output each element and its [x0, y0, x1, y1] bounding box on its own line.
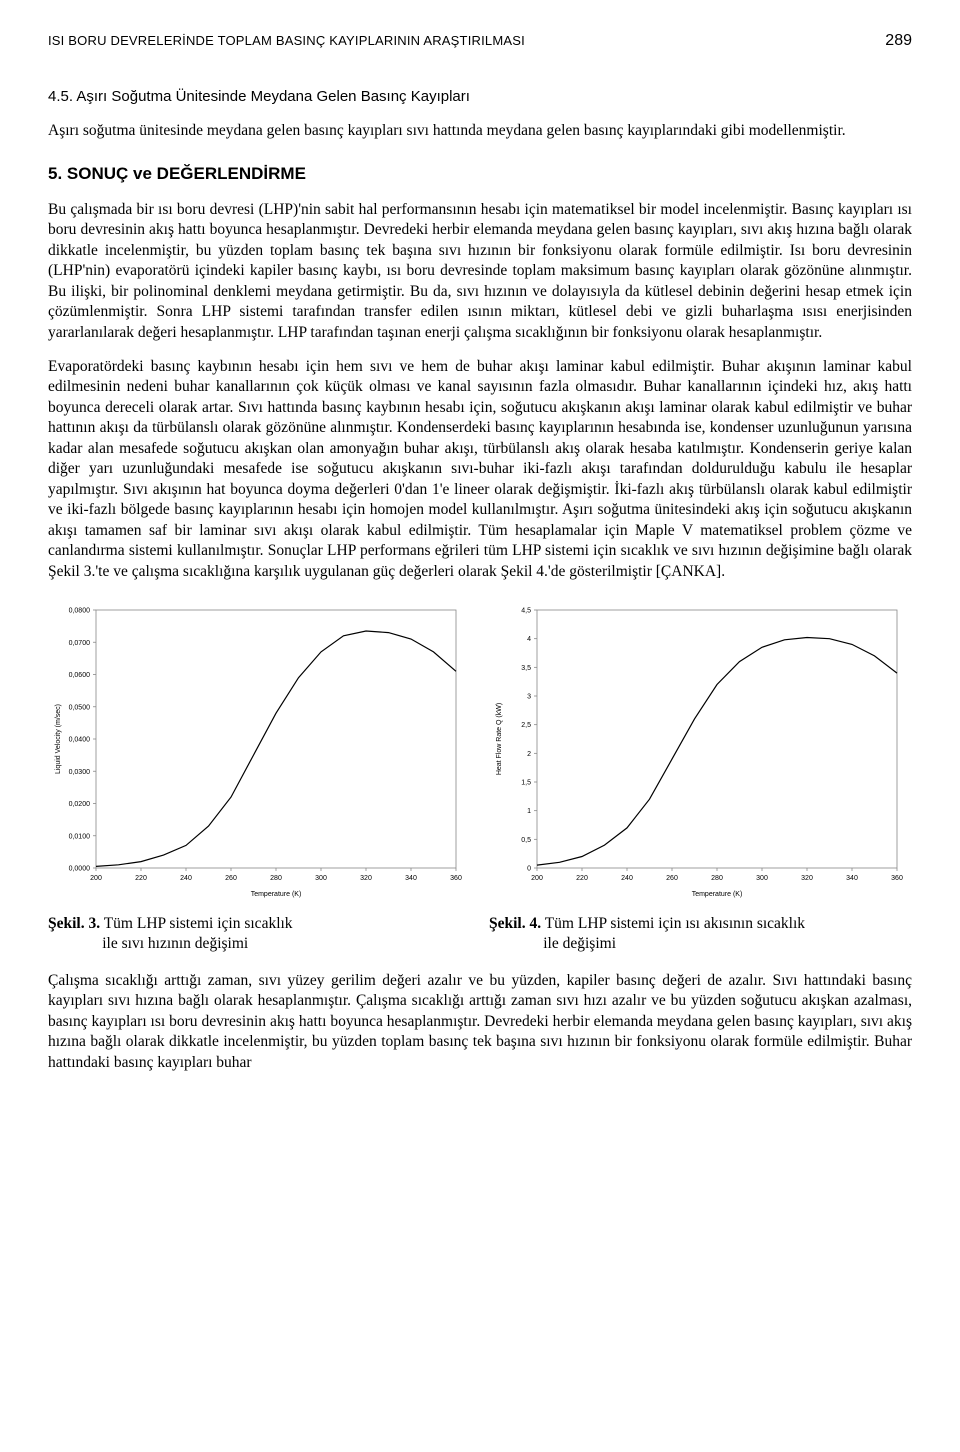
- svg-text:0,0400: 0,0400: [69, 736, 91, 743]
- svg-text:0,0000: 0,0000: [69, 865, 91, 872]
- svg-text:240: 240: [180, 875, 192, 882]
- svg-text:320: 320: [360, 875, 372, 882]
- subsection-heading: 4.5. Aşırı Soğutma Ünitesinde Meydana Ge…: [48, 87, 912, 107]
- caption-left-label: Şekil. 3.: [48, 915, 100, 932]
- svg-text:240: 240: [621, 875, 633, 882]
- paragraph-3: Çalışma sıcaklığı arttığı zaman, sıvı yü…: [48, 971, 912, 1073]
- svg-text:3: 3: [527, 693, 531, 700]
- subsection-title: Aşırı Soğutma Ünitesinde Meydana Gelen B…: [76, 88, 470, 105]
- svg-text:320: 320: [801, 875, 813, 882]
- svg-text:0: 0: [527, 865, 531, 872]
- svg-text:4,5: 4,5: [521, 607, 531, 614]
- chart-right-wrap: 0 0,5 1 1,5 2 2,5 3 3,5 4 4,5 200 220 240 260 280 300 32…: [489, 602, 912, 902]
- svg-text:280: 280: [711, 875, 723, 882]
- svg-text:2,5: 2,5: [521, 722, 531, 729]
- svg-text:360: 360: [450, 875, 462, 882]
- svg-text:0,0100: 0,0100: [69, 833, 91, 840]
- running-title: ISI BORU DEVRELERİNDE TOPLAM BASINÇ KAYI…: [48, 32, 525, 49]
- liquid-velocity-chart: 0,0000 0,0100 0,0200 0,0300 0,0400 0,0500 0,06…: [48, 602, 468, 902]
- svg-text:0,0800: 0,0800: [69, 607, 91, 614]
- caption-right: Şekil. 4. Tüm LHP sistemi için ısı akısı…: [489, 914, 912, 955]
- svg-text:360: 360: [891, 875, 903, 882]
- captions-row: Şekil. 3. Tüm LHP sistemi için sıcaklık …: [48, 914, 912, 955]
- charts-row: 0,0000 0,0100 0,0200 0,0300 0,0400 0,0500 0,06…: [48, 602, 912, 902]
- svg-text:0,0500: 0,0500: [69, 704, 91, 711]
- svg-text:280: 280: [270, 875, 282, 882]
- svg-text:1: 1: [527, 808, 531, 815]
- caption-left: Şekil. 3. Tüm LHP sistemi için sıcaklık …: [48, 914, 471, 955]
- running-header: ISI BORU DEVRELERİNDE TOPLAM BASINÇ KAYI…: [48, 30, 912, 51]
- heat-flow-chart: 0 0,5 1 1,5 2 2,5 3 3,5 4 4,5 200 220 240 260 280 300 32…: [489, 602, 909, 902]
- svg-text:300: 300: [315, 875, 327, 882]
- svg-text:0,0600: 0,0600: [69, 672, 91, 679]
- svg-text:2: 2: [527, 751, 531, 758]
- svg-text:0,0300: 0,0300: [69, 769, 91, 776]
- svg-text:340: 340: [846, 875, 858, 882]
- svg-text:300: 300: [756, 875, 768, 882]
- caption-right-text2: ile değişimi: [543, 935, 616, 952]
- svg-text:0,0200: 0,0200: [69, 801, 91, 808]
- caption-right-label: Şekil. 4.: [489, 915, 541, 932]
- caption-left-text2: ile sıvı hızının değişimi: [102, 935, 248, 952]
- page-number: 289: [885, 30, 912, 51]
- svg-text:340: 340: [405, 875, 417, 882]
- section5-heading: 5. SONUÇ ve DEĞERLENDİRME: [48, 163, 912, 185]
- svg-text:0,0700: 0,0700: [69, 640, 91, 647]
- svg-text:Temperature (K): Temperature (K): [692, 891, 743, 898]
- svg-text:200: 200: [531, 875, 543, 882]
- svg-text:3,5: 3,5: [521, 665, 531, 672]
- svg-text:200: 200: [90, 875, 102, 882]
- svg-text:260: 260: [225, 875, 237, 882]
- paragraph-1: Bu çalışmada bir ısı boru devresi (LHP)'…: [48, 200, 912, 343]
- svg-text:1,5: 1,5: [521, 779, 531, 786]
- svg-text:Liquid Velocity (m/sec): Liquid Velocity (m/sec): [55, 704, 62, 774]
- section5-number: 5.: [48, 164, 62, 183]
- chart-left-wrap: 0,0000 0,0100 0,0200 0,0300 0,0400 0,0500 0,06…: [48, 602, 471, 902]
- section5-title: SONUÇ ve DEĞERLENDİRME: [67, 164, 306, 183]
- svg-text:220: 220: [576, 875, 588, 882]
- subsection-paragraph: Aşırı soğutma ünitesinde meydana gelen b…: [48, 121, 912, 141]
- caption-left-text1: Tüm LHP sistemi için sıcaklık: [100, 915, 292, 932]
- svg-text:220: 220: [135, 875, 147, 882]
- svg-text:Temperature (K): Temperature (K): [251, 891, 302, 898]
- caption-right-text1: Tüm LHP sistemi için ısı akısının sıcakl…: [541, 915, 805, 932]
- svg-text:0,5: 0,5: [521, 837, 531, 844]
- subsection-number: 4.5.: [48, 88, 73, 105]
- svg-text:Heat Flow Rate Q (kW): Heat Flow Rate Q (kW): [496, 703, 503, 775]
- paragraph-2: Evaporatördeki basınç kaybının hesabı iç…: [48, 357, 912, 582]
- svg-text:260: 260: [666, 875, 678, 882]
- svg-text:4: 4: [527, 636, 531, 643]
